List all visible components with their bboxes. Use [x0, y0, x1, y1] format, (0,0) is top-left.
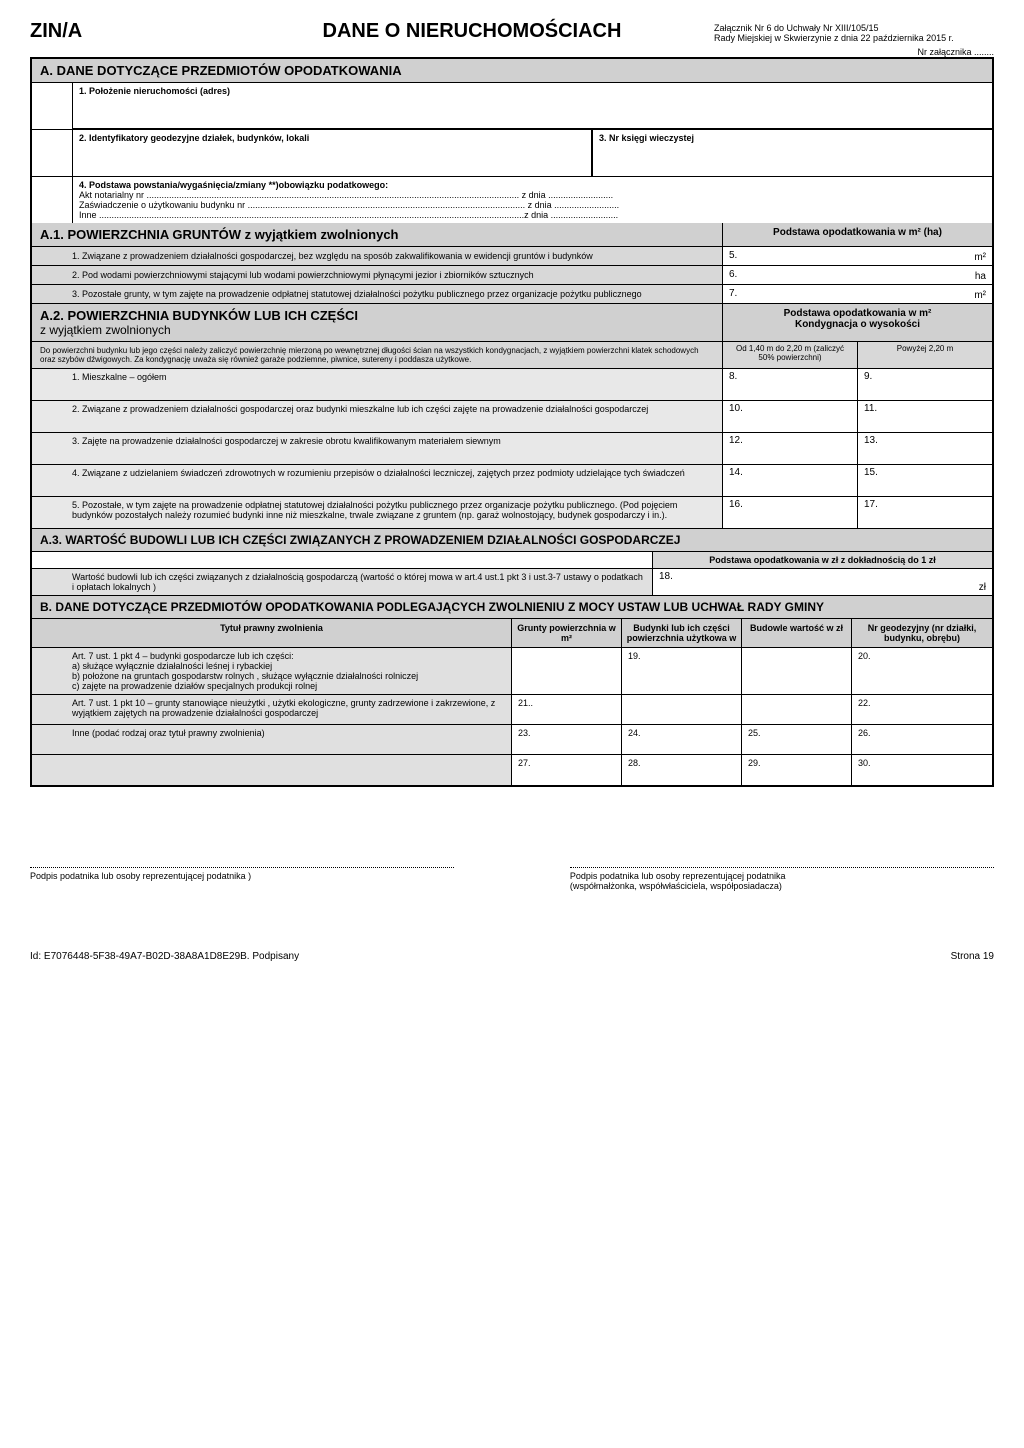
cell-9[interactable]: 9. [857, 369, 992, 400]
b-r1-desc: Art. 7 ust. 1 pkt 4 – budynki gospodarcz… [32, 648, 512, 694]
a3-title: A.3. WARTOŚĆ BUDOWLI LUB ICH CZĘŚCI ZWIĄ… [32, 529, 992, 552]
footer-id: Id: E7076448-5F38-49A7-B02D-38A8A1D8E29B… [30, 951, 299, 962]
a2-r5-desc: 5. Pozostałe, w tym zajęte na prowadzeni… [32, 497, 722, 528]
a1-row1-val[interactable]: 5. m² [722, 247, 992, 265]
cell-15[interactable]: 15. [857, 465, 992, 496]
a2-r4-desc: 4. Związane z udzielaniem świadczeń zdro… [32, 465, 722, 496]
section-b-header: B. DANE DOTYCZĄCE PRZEDMIOTÓW OPODATKOWA… [32, 596, 992, 619]
cell-25[interactable]: 25. [742, 725, 852, 754]
cell-24[interactable]: 24. [622, 725, 742, 754]
field-4b: Zaświadczenie o użytkowaniu budynku nr .… [79, 200, 986, 210]
cell-num-18: 18. [659, 571, 673, 582]
unit-zl: zł [979, 582, 986, 593]
b-col3: Budynki lub ich części powierzchnia użyt… [622, 619, 742, 647]
a1-row3-desc: 3. Pozostałe grunty, w tym zajęte na pro… [32, 285, 722, 303]
cell-num-5: 5. [729, 250, 737, 261]
b-col4: Budowle wartość w zł [742, 619, 852, 647]
a2-title: A.2. POWIERZCHNIA BUDYNKÓW LUB ICH CZĘŚC… [40, 308, 714, 323]
nr-zalacznika: Nr załącznika ........ [30, 47, 994, 57]
field-2-label: 2. Identyfikatory geodezyjne działek, bu… [73, 130, 592, 176]
attach-line2: Rady Miejskiej w Skwierzynie z dnia 22 p… [714, 33, 994, 43]
a1-row2-desc: 2. Pod wodami powierzchniowymi stającymi… [32, 266, 722, 284]
b-col2: Grunty powierzchnia w m² [512, 619, 622, 647]
a1-row3-val[interactable]: 7. m² [722, 285, 992, 303]
cell-23[interactable]: 23. [512, 725, 622, 754]
b-r1-c4[interactable] [742, 648, 852, 694]
a2-right2: Kondygnacja o wysokości [731, 319, 984, 330]
field-3-label: 3. Nr księgi wieczystej [592, 130, 992, 176]
section-a-header: A. DANE DOTYCZĄCE PRZEDMIOTÓW OPODATKOWA… [32, 59, 992, 83]
cell-num-7: 7. [729, 288, 737, 299]
cell-26[interactable]: 26. [852, 725, 992, 754]
sig-left: Podpis podatnika lub osoby reprezentując… [30, 871, 454, 881]
cell-13[interactable]: 13. [857, 433, 992, 464]
cell-20[interactable]: 20. [852, 648, 992, 694]
cell-17[interactable]: 17. [857, 497, 992, 528]
a3-right-header: Podstawa opodatkowania w zł z dokładnośc… [652, 552, 992, 568]
cell-22[interactable]: 22. [852, 695, 992, 724]
cell-30[interactable]: 30. [852, 755, 992, 785]
sig-right1: Podpis podatnika lub osoby reprezentując… [570, 871, 994, 881]
unit-ha: ha [975, 271, 986, 282]
cell-29[interactable]: 29. [742, 755, 852, 785]
field-1-label: 1. Położenie nieruchomości (adres) [72, 83, 992, 129]
attachment-ref: Załącznik Nr 6 do Uchwały Nr XIII/105/15… [714, 23, 994, 43]
b-r2-desc: Art. 7 ust. 1 pkt 10 – grunty stanowiące… [32, 695, 512, 724]
a2-note: Do powierzchni budynku lub jego części n… [32, 342, 722, 368]
cell-27[interactable]: 27. [512, 755, 622, 785]
cell-16[interactable]: 16. [722, 497, 857, 528]
a1-title: A.1. POWIERZCHNIA GRUNTÓW z wyjątkiem zw… [32, 223, 722, 246]
form-body: A. DANE DOTYCZĄCE PRZEDMIOTÓW OPODATKOWA… [30, 57, 994, 787]
a2-subtitle: z wyjątkiem zwolnionych [40, 323, 714, 337]
b-r3-desc: Inne (podać rodzaj oraz tytuł prawny zwo… [32, 725, 512, 754]
cell-18[interactable]: 18. zł [652, 569, 992, 595]
cell-8[interactable]: 8. [722, 369, 857, 400]
field-4a: Akt notarialny nr ......................… [79, 190, 986, 200]
a3-desc: Wartość budowli lub ich części związanyc… [32, 569, 652, 595]
a2-r1-desc: 1. Mieszkalne – ogółem [32, 369, 722, 400]
a2-right1: Podstawa opodatkowania w m² [731, 308, 984, 319]
field-4c: Inne ...................................… [79, 210, 986, 220]
cell-28[interactable]: 28. [622, 755, 742, 785]
cell-21[interactable]: 21.. [512, 695, 622, 724]
b-r4-desc [32, 755, 512, 785]
b-r2-c4[interactable] [742, 695, 852, 724]
footer-page: Strona 19 [951, 951, 994, 962]
field-4-title: 4. Podstawa powstania/wygaśnięcia/zmiany… [79, 180, 986, 190]
unit-m2-2: m² [974, 290, 986, 301]
a2-col2-header: Powyżej 2,20 m [857, 342, 992, 368]
form-code: ZIN/A [30, 20, 230, 43]
sig-right2: (współmałżonka, współwłaściciela, współp… [570, 881, 994, 891]
a1-row1-desc: 1. Związane z prowadzeniem działalności … [32, 247, 722, 265]
cell-11[interactable]: 11. [857, 401, 992, 432]
a2-r3-desc: 3. Zajęte na prowadzenie działalności go… [32, 433, 722, 464]
a2-r2-desc: 2. Związane z prowadzeniem działalności … [32, 401, 722, 432]
main-title: DANE O NIERUCHOMOŚCIACH [230, 20, 714, 43]
cell-num-6: 6. [729, 269, 737, 280]
a1-right-header: Podstawa opodatkowania w m² (ha) [722, 223, 992, 246]
cell-12[interactable]: 12. [722, 433, 857, 464]
b-col5: Nr geodezyjny (nr działki, budynku, obrę… [852, 619, 992, 647]
b-r1-c2[interactable] [512, 648, 622, 694]
b-r2-c3[interactable] [622, 695, 742, 724]
attach-line1: Załącznik Nr 6 do Uchwały Nr XIII/105/15 [714, 23, 994, 33]
cell-14[interactable]: 14. [722, 465, 857, 496]
b-col1: Tytuł prawny zwolnienia [32, 619, 512, 647]
cell-19[interactable]: 19. [622, 648, 742, 694]
a1-row2-val[interactable]: 6. ha [722, 266, 992, 284]
a2-col1-header: Od 1,40 m do 2,20 m (zaliczyć 50% powier… [722, 342, 857, 368]
cell-10[interactable]: 10. [722, 401, 857, 432]
unit-m2: m² [974, 252, 986, 263]
